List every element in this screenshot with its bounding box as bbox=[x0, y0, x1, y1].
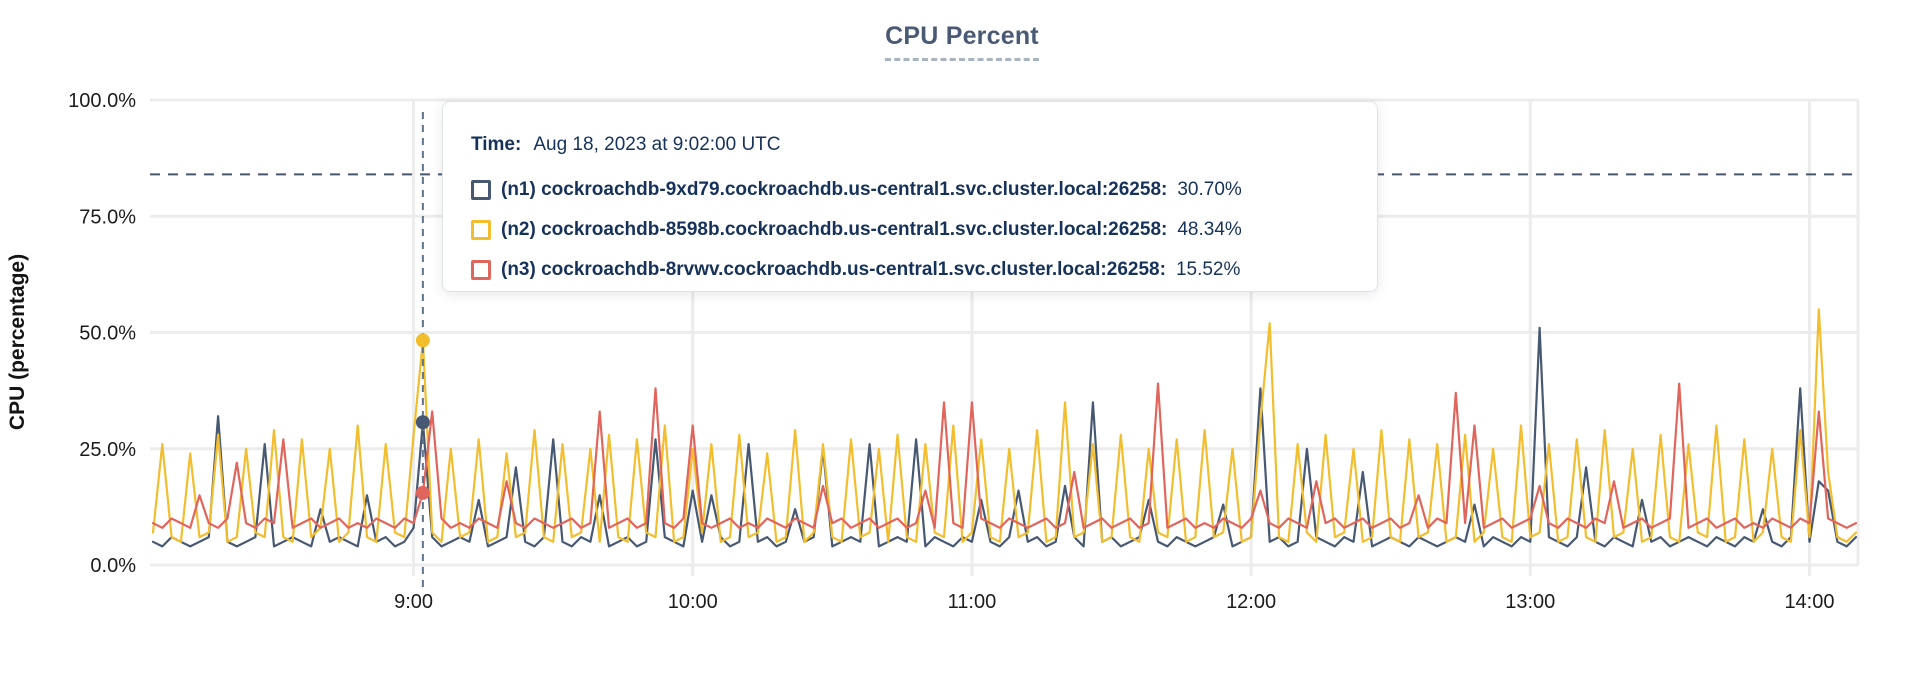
series-line-n2[interactable] bbox=[151, 308, 1858, 543]
hover-tooltip: Time: Aug 18, 2023 at 9:02:00 UTC (n1) c… bbox=[442, 101, 1378, 292]
y-tick-label: 25.0% bbox=[79, 439, 136, 461]
tooltip-series-value: 48.34% bbox=[1177, 219, 1242, 240]
legend-swatch-icon bbox=[471, 180, 491, 200]
chart-title[interactable]: CPU Percent bbox=[885, 22, 1039, 61]
y-tick-label: 75.0% bbox=[79, 206, 136, 228]
tooltip-time-value: Aug 18, 2023 at 9:02:00 UTC bbox=[533, 134, 781, 155]
y-tick-label: 0.0% bbox=[90, 555, 136, 577]
legend-swatch-icon bbox=[471, 220, 491, 240]
x-tick-label: 11:00 bbox=[948, 591, 997, 613]
hover-point-dot-n1 bbox=[415, 415, 430, 430]
series-line-n1[interactable] bbox=[151, 326, 1858, 548]
tooltip-series-value: 30.70% bbox=[1177, 179, 1242, 200]
tooltip-time-row: Time: Aug 18, 2023 at 9:02:00 UTC bbox=[471, 132, 1349, 158]
tooltip-series-label: (n3) cockroachdb-8rvwv.cockroachdb.us-ce… bbox=[501, 259, 1166, 280]
tooltip-series-label: (n2) cockroachdb-8598b.cockroachdb.us-ce… bbox=[501, 219, 1168, 240]
tooltip-series-label: (n1) cockroachdb-9xd79.cockroachdb.us-ce… bbox=[501, 179, 1168, 200]
x-tick-label: 14:00 bbox=[1784, 591, 1834, 613]
x-tick-label: 13:00 bbox=[1505, 591, 1555, 613]
tooltip-time-label: Time: bbox=[471, 134, 522, 155]
hover-point-dot-n3 bbox=[415, 485, 430, 500]
tooltip-series-row: (n2) cockroachdb-8598b.cockroachdb.us-ce… bbox=[471, 210, 1349, 250]
chart-title-wrap: CPU Percent bbox=[0, 22, 1924, 61]
y-tick-label: 100.0% bbox=[68, 90, 136, 112]
y-tick-label: 50.0% bbox=[79, 323, 136, 345]
x-tick-label: 12:00 bbox=[1226, 591, 1276, 613]
x-tick-label: 9:00 bbox=[394, 591, 433, 613]
series-line-n3[interactable] bbox=[151, 382, 1858, 529]
x-tick-label: 10:00 bbox=[668, 591, 718, 613]
tooltip-series-value: 15.52% bbox=[1175, 259, 1241, 280]
hover-point-dot-n2 bbox=[415, 333, 430, 348]
tooltip-series-row: (n1) cockroachdb-9xd79.cockroachdb.us-ce… bbox=[471, 170, 1349, 210]
tooltip-series-row: (n3) cockroachdb-8rvwv.cockroachdb.us-ce… bbox=[471, 250, 1349, 290]
legend-swatch-icon bbox=[471, 260, 491, 280]
